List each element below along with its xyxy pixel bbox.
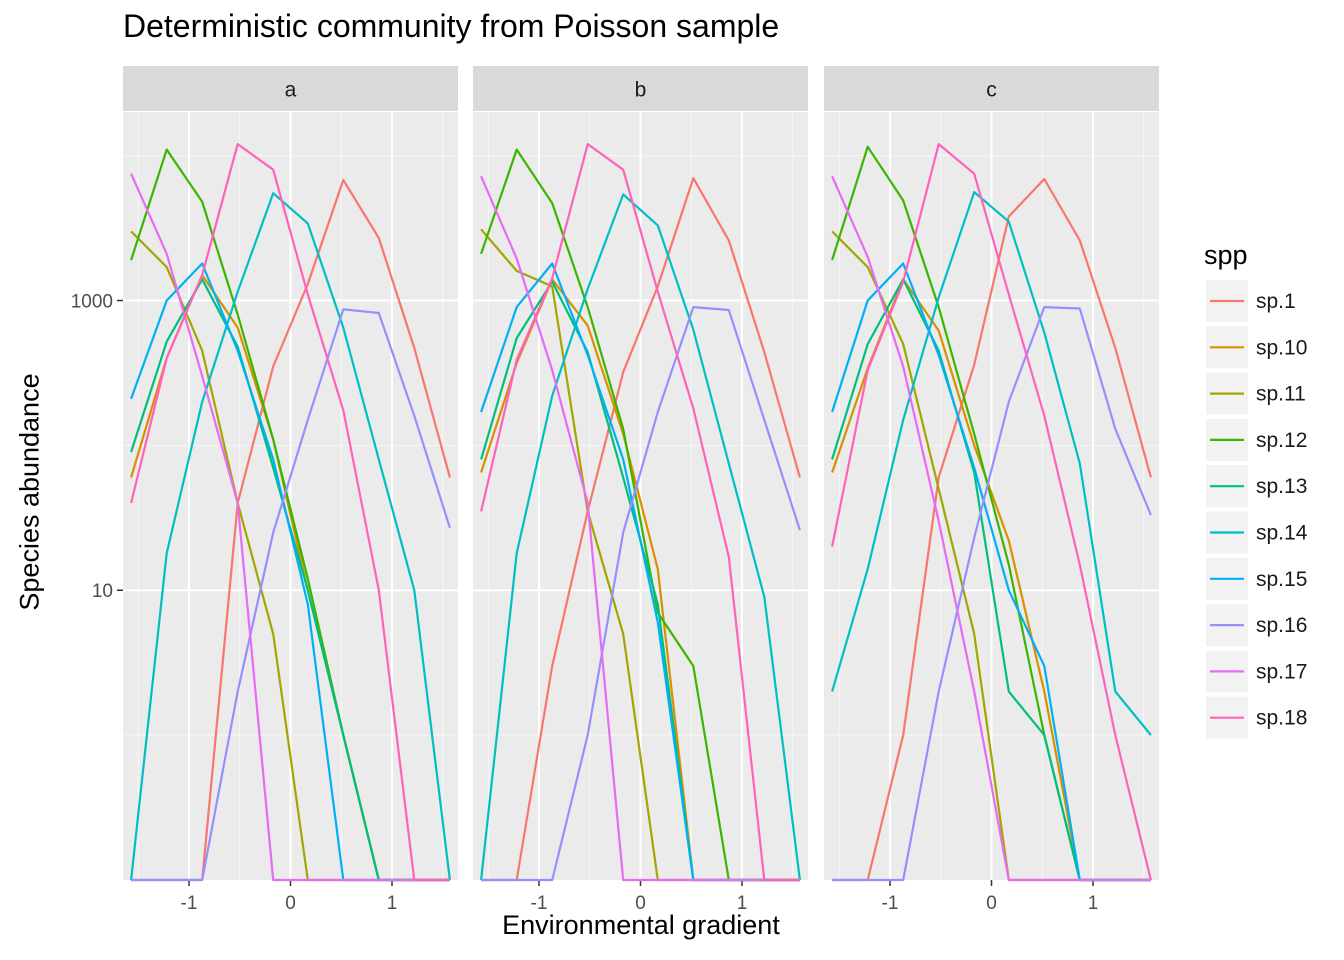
series-line-c-sp17 — [831, 175, 1151, 882]
facet-strip-b — [473, 66, 808, 111]
x-tick-label: 0 — [635, 893, 646, 914]
series-line-b-sp17 — [480, 175, 800, 882]
series-line-c-sp14 — [831, 191, 1152, 736]
series-line-a-sp14 — [130, 192, 451, 881]
x-tick-label: 1 — [1088, 893, 1099, 914]
chart-title: Deterministic community from Poisson sam… — [123, 8, 780, 44]
legend-title: spp — [1204, 240, 1248, 270]
series-line-b-sp18 — [480, 143, 800, 882]
legend-item-label: sp.13 — [1256, 475, 1307, 498]
x-tick-label: 1 — [737, 893, 748, 914]
x-tick-label: 1 — [387, 893, 398, 914]
series-line-a-sp16 — [131, 308, 451, 882]
series-line-c-sp16 — [832, 306, 1152, 882]
facet-label-a: a — [285, 79, 297, 102]
y-axis-label: Species abundance — [14, 373, 45, 611]
legend-item-label: sp.17 — [1256, 660, 1307, 683]
y-tick-label: 10 — [92, 581, 113, 602]
facet-strip-a — [123, 66, 458, 111]
facet-label-c: c — [986, 79, 997, 102]
series-line-a-sp18 — [130, 143, 450, 882]
legend-item-label: sp.1 — [1256, 290, 1296, 313]
y-tick-label: 1000 — [71, 291, 113, 312]
legend-item-label: sp.11 — [1256, 383, 1306, 406]
legend-item-label: sp.14 — [1256, 522, 1308, 545]
legend-item-label: sp.10 — [1256, 336, 1307, 359]
x-tick-label: -1 — [531, 893, 548, 914]
facet-strip-c — [824, 66, 1159, 111]
facet-label-b: b — [635, 79, 647, 102]
x-tick-label: 0 — [285, 893, 296, 914]
legend-item-label: sp.16 — [1256, 614, 1307, 637]
x-tick-label: -1 — [882, 893, 899, 914]
legend-item-label: sp.12 — [1256, 429, 1307, 452]
legend-item-label: sp.15 — [1256, 568, 1307, 591]
series-line-b-sp16 — [481, 306, 801, 882]
series-line-b-sp14 — [480, 193, 801, 881]
series-line-b-sp1 — [481, 177, 801, 882]
x-tick-label: -1 — [181, 893, 198, 914]
x-tick-label: 0 — [986, 893, 997, 914]
series-line-c-sp18 — [831, 143, 1152, 881]
series-line-c-sp1 — [832, 177, 1152, 882]
legend-item-label: sp.18 — [1256, 707, 1307, 730]
x-axis-label: Environmental gradient — [502, 910, 780, 940]
